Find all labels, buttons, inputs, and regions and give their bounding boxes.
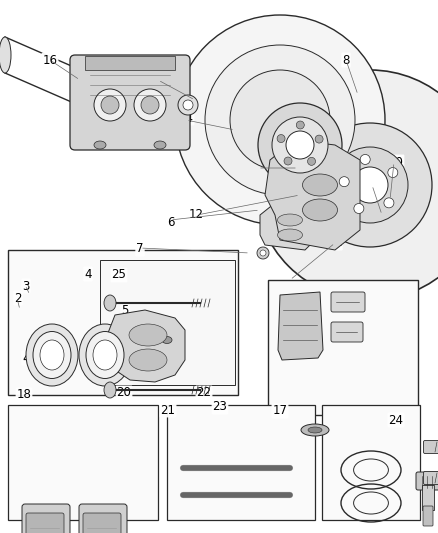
Ellipse shape xyxy=(104,382,116,398)
Text: 23: 23 xyxy=(212,400,227,414)
Circle shape xyxy=(308,123,432,247)
Text: 17: 17 xyxy=(272,405,287,417)
FancyBboxPatch shape xyxy=(416,472,438,490)
Bar xyxy=(167,405,315,520)
Circle shape xyxy=(384,198,394,208)
Circle shape xyxy=(178,95,198,115)
Circle shape xyxy=(101,96,119,114)
Text: 21: 21 xyxy=(160,403,176,416)
Bar xyxy=(8,405,158,520)
Circle shape xyxy=(307,157,315,165)
Text: 12: 12 xyxy=(188,207,204,221)
Ellipse shape xyxy=(93,340,117,370)
Text: 22: 22 xyxy=(197,386,212,400)
FancyBboxPatch shape xyxy=(22,504,70,533)
Circle shape xyxy=(175,15,385,225)
Text: 24: 24 xyxy=(389,414,403,426)
Circle shape xyxy=(257,247,269,259)
Circle shape xyxy=(354,204,364,214)
Circle shape xyxy=(141,96,159,114)
FancyBboxPatch shape xyxy=(423,506,433,526)
Ellipse shape xyxy=(303,174,338,196)
Circle shape xyxy=(284,157,292,165)
Text: 13: 13 xyxy=(251,159,265,173)
Text: 1: 1 xyxy=(334,237,342,249)
Polygon shape xyxy=(265,140,360,250)
FancyBboxPatch shape xyxy=(26,513,64,533)
Polygon shape xyxy=(108,310,185,382)
Text: 14: 14 xyxy=(179,111,194,125)
Bar xyxy=(85,56,175,70)
Bar xyxy=(322,405,420,520)
Text: 10: 10 xyxy=(389,156,403,168)
Circle shape xyxy=(134,89,166,121)
Ellipse shape xyxy=(94,141,106,149)
Circle shape xyxy=(230,70,330,170)
Ellipse shape xyxy=(0,37,11,73)
Circle shape xyxy=(296,121,304,129)
Ellipse shape xyxy=(129,324,167,346)
Text: 3: 3 xyxy=(22,279,30,293)
FancyBboxPatch shape xyxy=(70,55,190,150)
Ellipse shape xyxy=(162,336,172,343)
Text: 7: 7 xyxy=(136,243,144,255)
Ellipse shape xyxy=(301,424,329,436)
Circle shape xyxy=(255,70,438,300)
Ellipse shape xyxy=(26,324,78,386)
Circle shape xyxy=(94,89,126,121)
Circle shape xyxy=(332,147,408,223)
Circle shape xyxy=(272,117,328,173)
Circle shape xyxy=(277,134,285,142)
Text: 6: 6 xyxy=(167,215,175,229)
Ellipse shape xyxy=(303,199,338,221)
FancyBboxPatch shape xyxy=(331,322,363,342)
Ellipse shape xyxy=(129,349,167,371)
FancyBboxPatch shape xyxy=(424,440,438,454)
Ellipse shape xyxy=(33,332,71,378)
Circle shape xyxy=(315,135,323,143)
Ellipse shape xyxy=(104,295,116,311)
Text: 15: 15 xyxy=(151,74,166,86)
FancyBboxPatch shape xyxy=(79,504,127,533)
Ellipse shape xyxy=(308,427,322,433)
Ellipse shape xyxy=(79,324,131,386)
Bar xyxy=(268,280,418,415)
FancyBboxPatch shape xyxy=(83,513,121,533)
Polygon shape xyxy=(260,203,315,250)
Ellipse shape xyxy=(278,229,303,241)
Ellipse shape xyxy=(40,340,64,370)
Text: 4: 4 xyxy=(22,351,30,365)
Text: 16: 16 xyxy=(42,53,57,67)
Circle shape xyxy=(286,131,314,159)
Ellipse shape xyxy=(154,141,166,149)
Text: 8: 8 xyxy=(343,53,350,67)
Text: 25: 25 xyxy=(112,269,127,281)
Bar xyxy=(422,485,434,510)
Text: 18: 18 xyxy=(17,389,32,401)
FancyBboxPatch shape xyxy=(424,472,438,484)
Circle shape xyxy=(258,103,342,187)
Circle shape xyxy=(388,167,398,177)
Ellipse shape xyxy=(86,332,124,378)
Circle shape xyxy=(339,176,349,187)
Ellipse shape xyxy=(278,214,303,226)
Text: 11: 11 xyxy=(367,179,381,191)
Circle shape xyxy=(183,100,193,110)
FancyBboxPatch shape xyxy=(331,292,365,312)
Circle shape xyxy=(205,45,355,195)
Text: 5: 5 xyxy=(121,303,129,317)
Text: 4: 4 xyxy=(84,268,92,280)
Circle shape xyxy=(360,155,370,165)
Circle shape xyxy=(352,167,388,203)
Polygon shape xyxy=(278,292,323,360)
Text: 20: 20 xyxy=(117,386,131,400)
Bar xyxy=(100,260,235,385)
Circle shape xyxy=(260,250,266,256)
Text: 2: 2 xyxy=(14,292,22,304)
Bar xyxy=(8,250,238,395)
